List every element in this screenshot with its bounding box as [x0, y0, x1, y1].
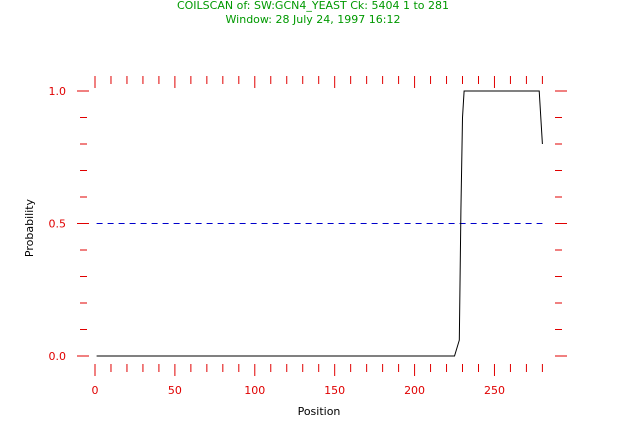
x-axis-title: Position [298, 405, 341, 418]
chart-marks: 0 50 100 150 200 250 0.0 0.5 1.0 [49, 76, 567, 397]
x-tick-label: 250 [484, 384, 505, 397]
chart-title: COILSCAN of: SW:GCN4_YEAST Ck: 5404 1 to… [177, 0, 449, 12]
y-axis-title: Probability [23, 198, 36, 257]
y-tick-label: 1.0 [49, 85, 67, 98]
y-tick-label: 0.5 [49, 218, 67, 231]
x-tick-label: 0 [92, 384, 99, 397]
x-tick-label: 150 [324, 384, 345, 397]
probability-curve [96, 90, 543, 357]
chart-subtitle: Window: 28 July 24, 1997 16:12 [226, 13, 401, 26]
y-tick-label: 0.0 [49, 350, 67, 363]
x-tick-label: 200 [404, 384, 425, 397]
x-tick-label: 50 [168, 384, 182, 397]
x-tick-label: 100 [244, 384, 265, 397]
